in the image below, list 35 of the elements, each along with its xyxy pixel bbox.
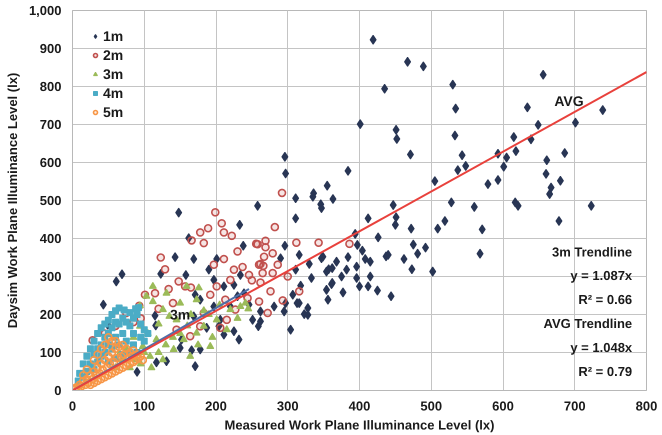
x-tick-label: 700 [564,398,586,414]
x-tick-label: 100 [133,398,156,414]
legend-label: 3m [103,66,124,82]
x-tick-label: 800 [636,398,658,414]
y-tick-label: 200 [40,307,62,322]
x-tick-label: 200 [205,398,227,414]
annotation: R² = 0.79 [578,364,632,379]
y-tick-label: 100 [40,345,62,360]
annotation: 3m [170,306,190,323]
legend-label: 4m [103,85,124,101]
x-tick-label: 0 [68,398,76,414]
annotation: 3m Trendline [552,244,632,260]
y-tick-label: 700 [40,117,62,132]
y-axis-title: Daysim Work Plane Illuminance Level (lx) [4,72,20,328]
legend-label: 5m [103,104,124,120]
annotation: y = 1.048x [570,340,633,356]
x-tick-label: 400 [348,398,370,414]
x-axis-title: Measured Work Plane Illuminance Level (lx) [224,418,494,432]
y-tick-label: 1,000 [28,3,62,18]
x-tick-label: 500 [420,398,442,414]
annotation: y = 1.087x [570,268,633,284]
y-tick-label: 900 [40,41,62,56]
y-tick-label: 800 [40,79,62,94]
x-tick-label: 300 [276,398,299,414]
annotation: AVG Trendline [544,316,632,332]
annotation: R² = 0.66 [578,292,632,308]
legend-label: 1m [103,28,124,44]
y-tick-label: 0 [54,383,62,398]
y-tick-label: 300 [40,269,62,284]
annotation: AVG [554,93,584,109]
y-tick-label: 600 [40,155,62,170]
y-tick-label: 500 [40,193,62,208]
y-tick-label: 400 [40,231,62,246]
x-tick-label: 600 [492,398,514,414]
legend-label: 2m [103,47,124,63]
